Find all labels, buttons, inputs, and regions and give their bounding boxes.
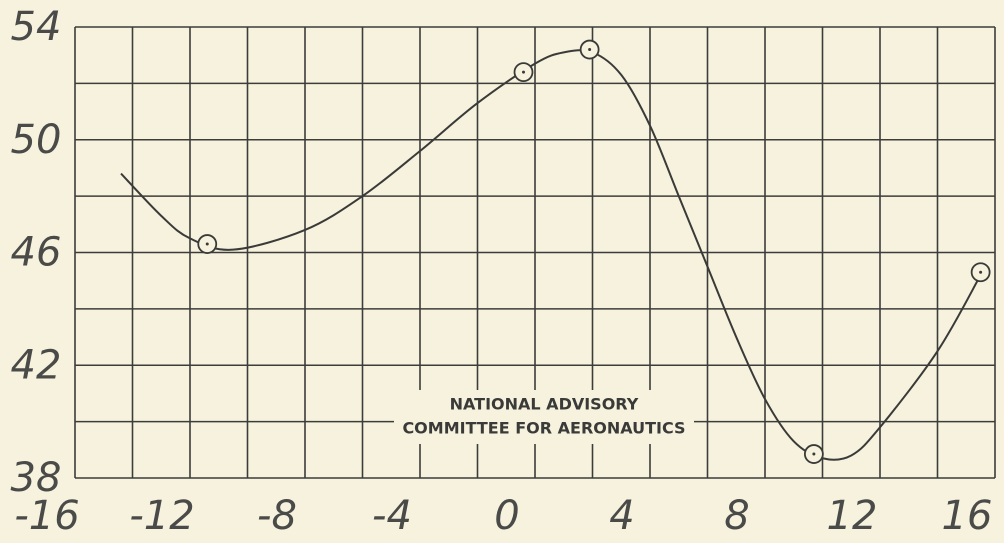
x-tick-label: -4: [372, 493, 412, 539]
y-tick-label: 54: [11, 4, 62, 50]
y-tick-label: 50: [11, 117, 62, 163]
x-tick-label: 0: [494, 493, 519, 539]
x-tick-label: -12: [129, 493, 194, 539]
x-tick-label: -8: [257, 493, 297, 539]
fitted-curve: [120, 49, 982, 461]
data-point-center: [979, 270, 983, 274]
x-tick-label: -16: [14, 493, 79, 539]
y-tick-label: 46: [11, 230, 62, 276]
annotation: COMMITTEE FOR AERONAUTICS: [402, 419, 685, 438]
annotation: NATIONAL ADVISORY: [450, 395, 639, 414]
x-tick-label: 8: [724, 493, 749, 539]
y-tick-label: 38: [11, 455, 62, 501]
x-tick-label: 12: [827, 493, 878, 539]
x-tick-label: 16: [942, 493, 993, 539]
data-point-center: [205, 242, 209, 246]
annotation-box: [394, 390, 694, 444]
data-point-center: [588, 48, 592, 52]
x-tick-label: 4: [609, 493, 634, 539]
data-point-center: [522, 70, 525, 74]
y-tick-label: 42: [11, 342, 62, 388]
data-point-center: [812, 452, 816, 456]
